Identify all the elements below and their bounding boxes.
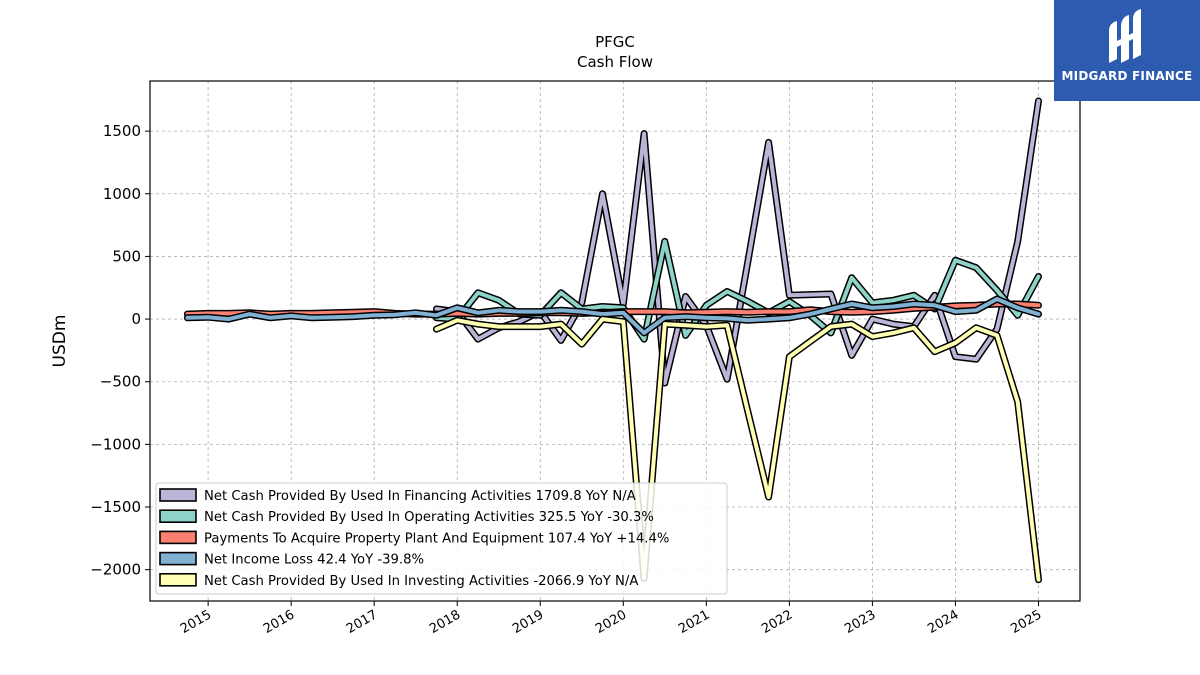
chart-title: PFGC	[595, 33, 635, 51]
legend-label: Net Cash Provided By Used In Operating A…	[204, 510, 654, 525]
x-tick-label: 2023	[842, 607, 878, 637]
y-axis-label: USDm	[50, 315, 70, 368]
x-tick-label: 2018	[427, 607, 463, 637]
legend-label: Net Cash Provided By Used In Financing A…	[204, 489, 636, 504]
x-tick-label: 2021	[676, 607, 712, 637]
series-lines	[183, 97, 1042, 584]
series-line-0	[434, 99, 1041, 385]
legend-swatch	[159, 509, 197, 524]
legend-swatch	[159, 551, 197, 566]
x-tick-label: 2024	[925, 607, 961, 637]
x-tick-label: 2022	[759, 607, 795, 637]
series-line-3	[185, 297, 1041, 335]
y-tick-label: −500	[100, 373, 141, 391]
y-tick-label: −1000	[90, 435, 141, 453]
x-tick-label: 2015	[178, 607, 214, 637]
plot-frame	[149, 80, 1081, 602]
legend-label: Net Cash Provided By Used In Investing A…	[204, 574, 638, 589]
legend-label: Net Income Loss 42.4 YoY -39.8%	[204, 553, 424, 568]
legend-swatch	[159, 530, 197, 545]
midgard-logo-icon	[1109, 9, 1141, 63]
y-tick-label: −1500	[90, 498, 141, 516]
y-axis: −2000 −1500 −1000 −500 0 500 1000 1500	[90, 122, 150, 579]
chart-subtitle: Cash Flow	[577, 53, 653, 71]
y-tick-label: 1000	[103, 185, 141, 203]
y-tick-label: 1500	[103, 122, 141, 140]
series-line-4	[434, 317, 1041, 582]
legend-box	[155, 482, 728, 595]
legend-swatch	[159, 572, 197, 587]
legend: Net Cash Provided By Used In Financing A…	[155, 482, 728, 595]
x-tick-label: 2025	[1008, 607, 1044, 637]
y-tick-label: 500	[112, 247, 141, 265]
x-tick-label: 2019	[510, 607, 546, 637]
x-tick-label: 2016	[261, 607, 297, 637]
y-tick-label: 0	[131, 310, 141, 328]
x-tick-label: 2020	[593, 607, 629, 637]
legend-label: Payments To Acquire Property Plant And E…	[204, 531, 669, 546]
brand-logo: MIDGARD FINANCE	[1054, 0, 1200, 101]
x-tick-label: 2017	[344, 607, 380, 637]
y-tick-label: −2000	[90, 561, 141, 579]
logo-text: MIDGARD FINANCE	[1061, 69, 1193, 83]
x-axis: 2015 2016 2017 2018 2019 2020 2021 2022 2023 2024…	[178, 601, 1044, 637]
legend-swatch	[159, 488, 197, 502]
